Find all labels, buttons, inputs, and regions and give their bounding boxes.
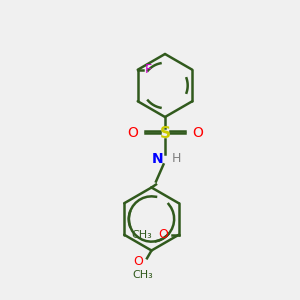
Text: O: O [127, 127, 138, 140]
Text: H: H [172, 152, 181, 166]
Text: O: O [158, 228, 168, 241]
Text: CH₃: CH₃ [131, 230, 152, 240]
Text: N: N [152, 152, 164, 166]
Text: CH₃: CH₃ [132, 269, 153, 280]
Text: F: F [144, 63, 152, 76]
Text: S: S [160, 126, 170, 141]
Text: O: O [192, 127, 203, 140]
Text: O: O [134, 255, 143, 268]
